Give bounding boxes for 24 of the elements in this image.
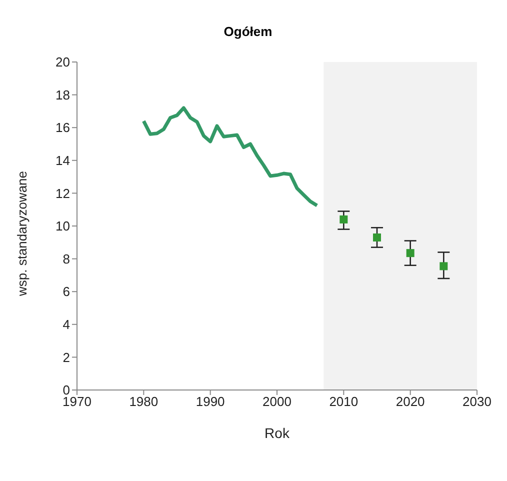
- y-tick-label: 18: [56, 87, 70, 102]
- y-tick-label: 6: [62, 284, 70, 300]
- y-tick-label: 14: [56, 153, 70, 168]
- point: [340, 215, 348, 224]
- line-series: [142, 106, 319, 208]
- y-tick-label: 4: [62, 317, 70, 332]
- point: [373, 233, 381, 242]
- y-tick-label: 16: [56, 120, 70, 136]
- x-tick-label: 1990: [196, 394, 225, 410]
- y-tick-label: 2: [62, 350, 70, 365]
- x-tick-label: 2020: [396, 394, 425, 410]
- x-axis-title: Rok: [264, 425, 290, 441]
- chart-title: Ogółem: [222, 24, 274, 39]
- y-tick-label: 12: [56, 186, 70, 201]
- y-tick-label: 10: [56, 218, 70, 234]
- x-tick-label: 2030: [462, 394, 492, 410]
- point: [406, 249, 414, 258]
- x-tick-label: 2000: [262, 394, 292, 410]
- y-axis-title: wsp. standaryzowane: [14, 170, 30, 297]
- y-tick-label: 20: [56, 54, 70, 70]
- point: [440, 262, 448, 270]
- x-tick-label: 2010: [329, 394, 358, 410]
- x-tick-label: 1980: [129, 394, 158, 410]
- y-tick-label: 8: [62, 251, 70, 266]
